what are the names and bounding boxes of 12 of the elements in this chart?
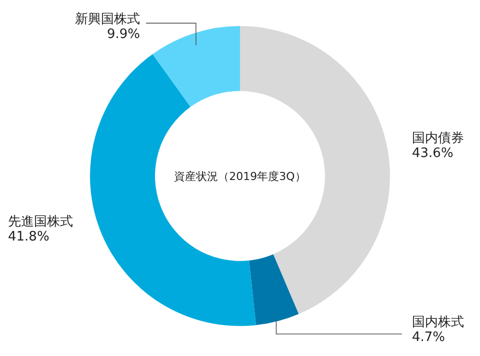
- slice-label: 新興国株式: [75, 12, 140, 28]
- slice-label: 国内株式: [412, 315, 464, 330]
- slice-label: 先進国株式: [8, 214, 73, 230]
- donut-slice: [249, 254, 299, 326]
- data-label: 41.8%: [8, 229, 50, 244]
- data-label: 43.6%: [412, 146, 454, 162]
- data-label: 4.7%: [412, 330, 446, 345]
- slice-label: 国内債券: [412, 131, 464, 146]
- data-label: 9.9%: [106, 27, 140, 42]
- text: 資産状況（2019年度3Q）: [174, 170, 306, 183]
- donut-slice: [152, 26, 240, 107]
- donut-slice: [90, 54, 256, 326]
